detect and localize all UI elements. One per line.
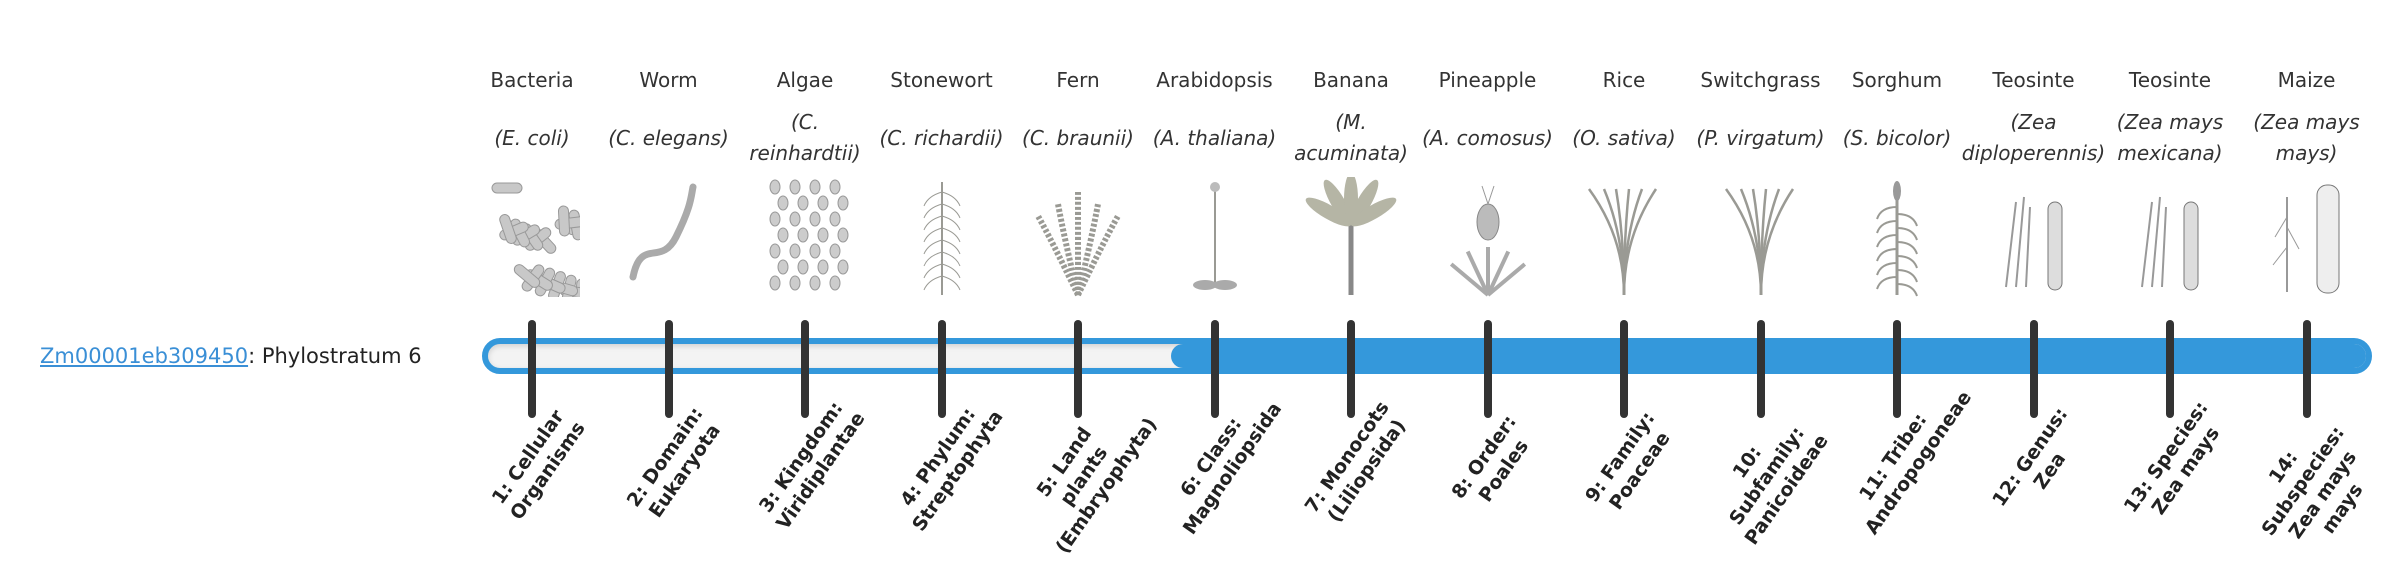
stratum-tick [1483,320,1492,418]
organism-species-name: (A. thaliana) [1152,125,1277,150]
organism-common-name: Teosinte [1992,68,2075,92]
organism-common-name: Bacteria [490,68,574,92]
organism-species-name: (Zea mays mexicana) [2116,110,2224,165]
stratum-label: 10: Subfamily: Panicoideae [1724,422,1833,550]
arabidopsis-icon [1192,182,1237,290]
teosinte-icon [2141,196,2199,291]
organism-common-name: Banana [1313,68,1389,92]
organism-species-name: (C. elegans) [608,125,729,150]
stratum-tick [1210,320,1219,418]
organism-species-name: (P. virgatum) [1696,125,1825,150]
stratum-label: 8: Order: Poales [1447,411,1533,507]
stratum-label: 2: Domain: Eukaryota [622,403,725,522]
stratum-tick [2029,320,2038,418]
stratum-tick [1074,320,1082,418]
stratum-tick [801,320,809,418]
organism-species-name: (E. coli) [494,125,570,150]
organism-species-name: (C. braunii) [1022,125,1134,150]
organism-common-name: Fern [1056,68,1100,92]
organism-common-name: Algae [776,68,834,92]
stratum-tick [937,320,946,418]
stratum-tick [2302,320,2311,418]
organism-species-name: (Zea mays mays) [2253,110,2360,165]
organism-species-name: (C. reinhardtii) [749,110,861,165]
organism-common-name: Teosinte [2128,68,2212,92]
teosinte-icon [2004,196,2062,291]
organism-common-name: Stonewort [890,68,993,92]
stratum-tick [528,320,536,418]
bacteria-icon [491,182,580,297]
stratum-tick [1756,320,1765,418]
organism-common-name: Switchgrass [1700,68,1821,92]
stratum-label: 6: Class: Magnoliopsida [1175,398,1286,539]
organism-species-name: (A. comosus) [1422,125,1553,150]
organism-common-name: Rice [1602,68,1646,92]
stratum-label: 7: Monocots (Liliopsida) [1300,397,1411,527]
maize-icon [2272,184,2339,294]
organism-species-name: (C. richardii) [879,125,1004,150]
pineapple-icon [1449,185,1526,297]
stratum-label: 1: Cellular Organisms [487,405,590,525]
phylostratum-bar [482,338,2372,374]
organism-common-name: Maize [2277,68,2336,92]
organism-species-name: (S. bicolor) [1842,125,1952,150]
organism-common-name: Arabidopsis [1156,68,1273,92]
stratum-label: 11: Tribe: Andropogoneae [1855,387,1977,539]
fern-icon [1035,192,1121,297]
stonewort-icon [923,182,960,295]
stratum-label: 12: Genus: Zea [1987,403,2072,511]
worm-icon [629,183,696,281]
organism-species-name: (O. sativa) [1572,125,1676,150]
sorghum-icon [1876,181,1918,297]
stratum-label: 5: Land plants (Embryophyta) [1032,413,1162,558]
switchgrass-icon [1724,188,1794,296]
organism-common-name: Pineapple [1438,68,1537,92]
organism-species-name: (M. acuminata) [1294,110,1408,165]
stratum-tick [1347,320,1355,418]
stratum-tick [664,320,673,418]
banana-icon [1305,177,1397,295]
organism-species-name: (Zea diploperennis) [1961,110,2106,165]
stratum-label: 13: Species: Zea mays [2119,397,2225,519]
rice-icon [1587,188,1658,296]
algae-icon [769,179,849,291]
stratum-tick [1893,320,1901,418]
stratum-label: 14: Subspecies: Zea mays mays [2256,422,2367,543]
gene-id-link[interactable]: Zm00001eb309450 [40,344,249,368]
organism-common-name: Worm [639,68,698,92]
stratum-label: 9: Family: Poaceae [1581,407,1675,514]
phylostratum-text: : Phylostratum 6 [248,344,422,368]
stratum-tick [1620,320,1628,418]
stratum-label: 4: Phylum: Streptophyta [895,403,1008,536]
gene-row-label: Zm00001eb309450: Phylostratum 6 [40,340,422,372]
stratum-label: 3: Kingdom: Viridiplantae [754,397,870,534]
organism-common-name: Sorghum [1851,68,1943,92]
stratum-tick [2166,320,2174,418]
